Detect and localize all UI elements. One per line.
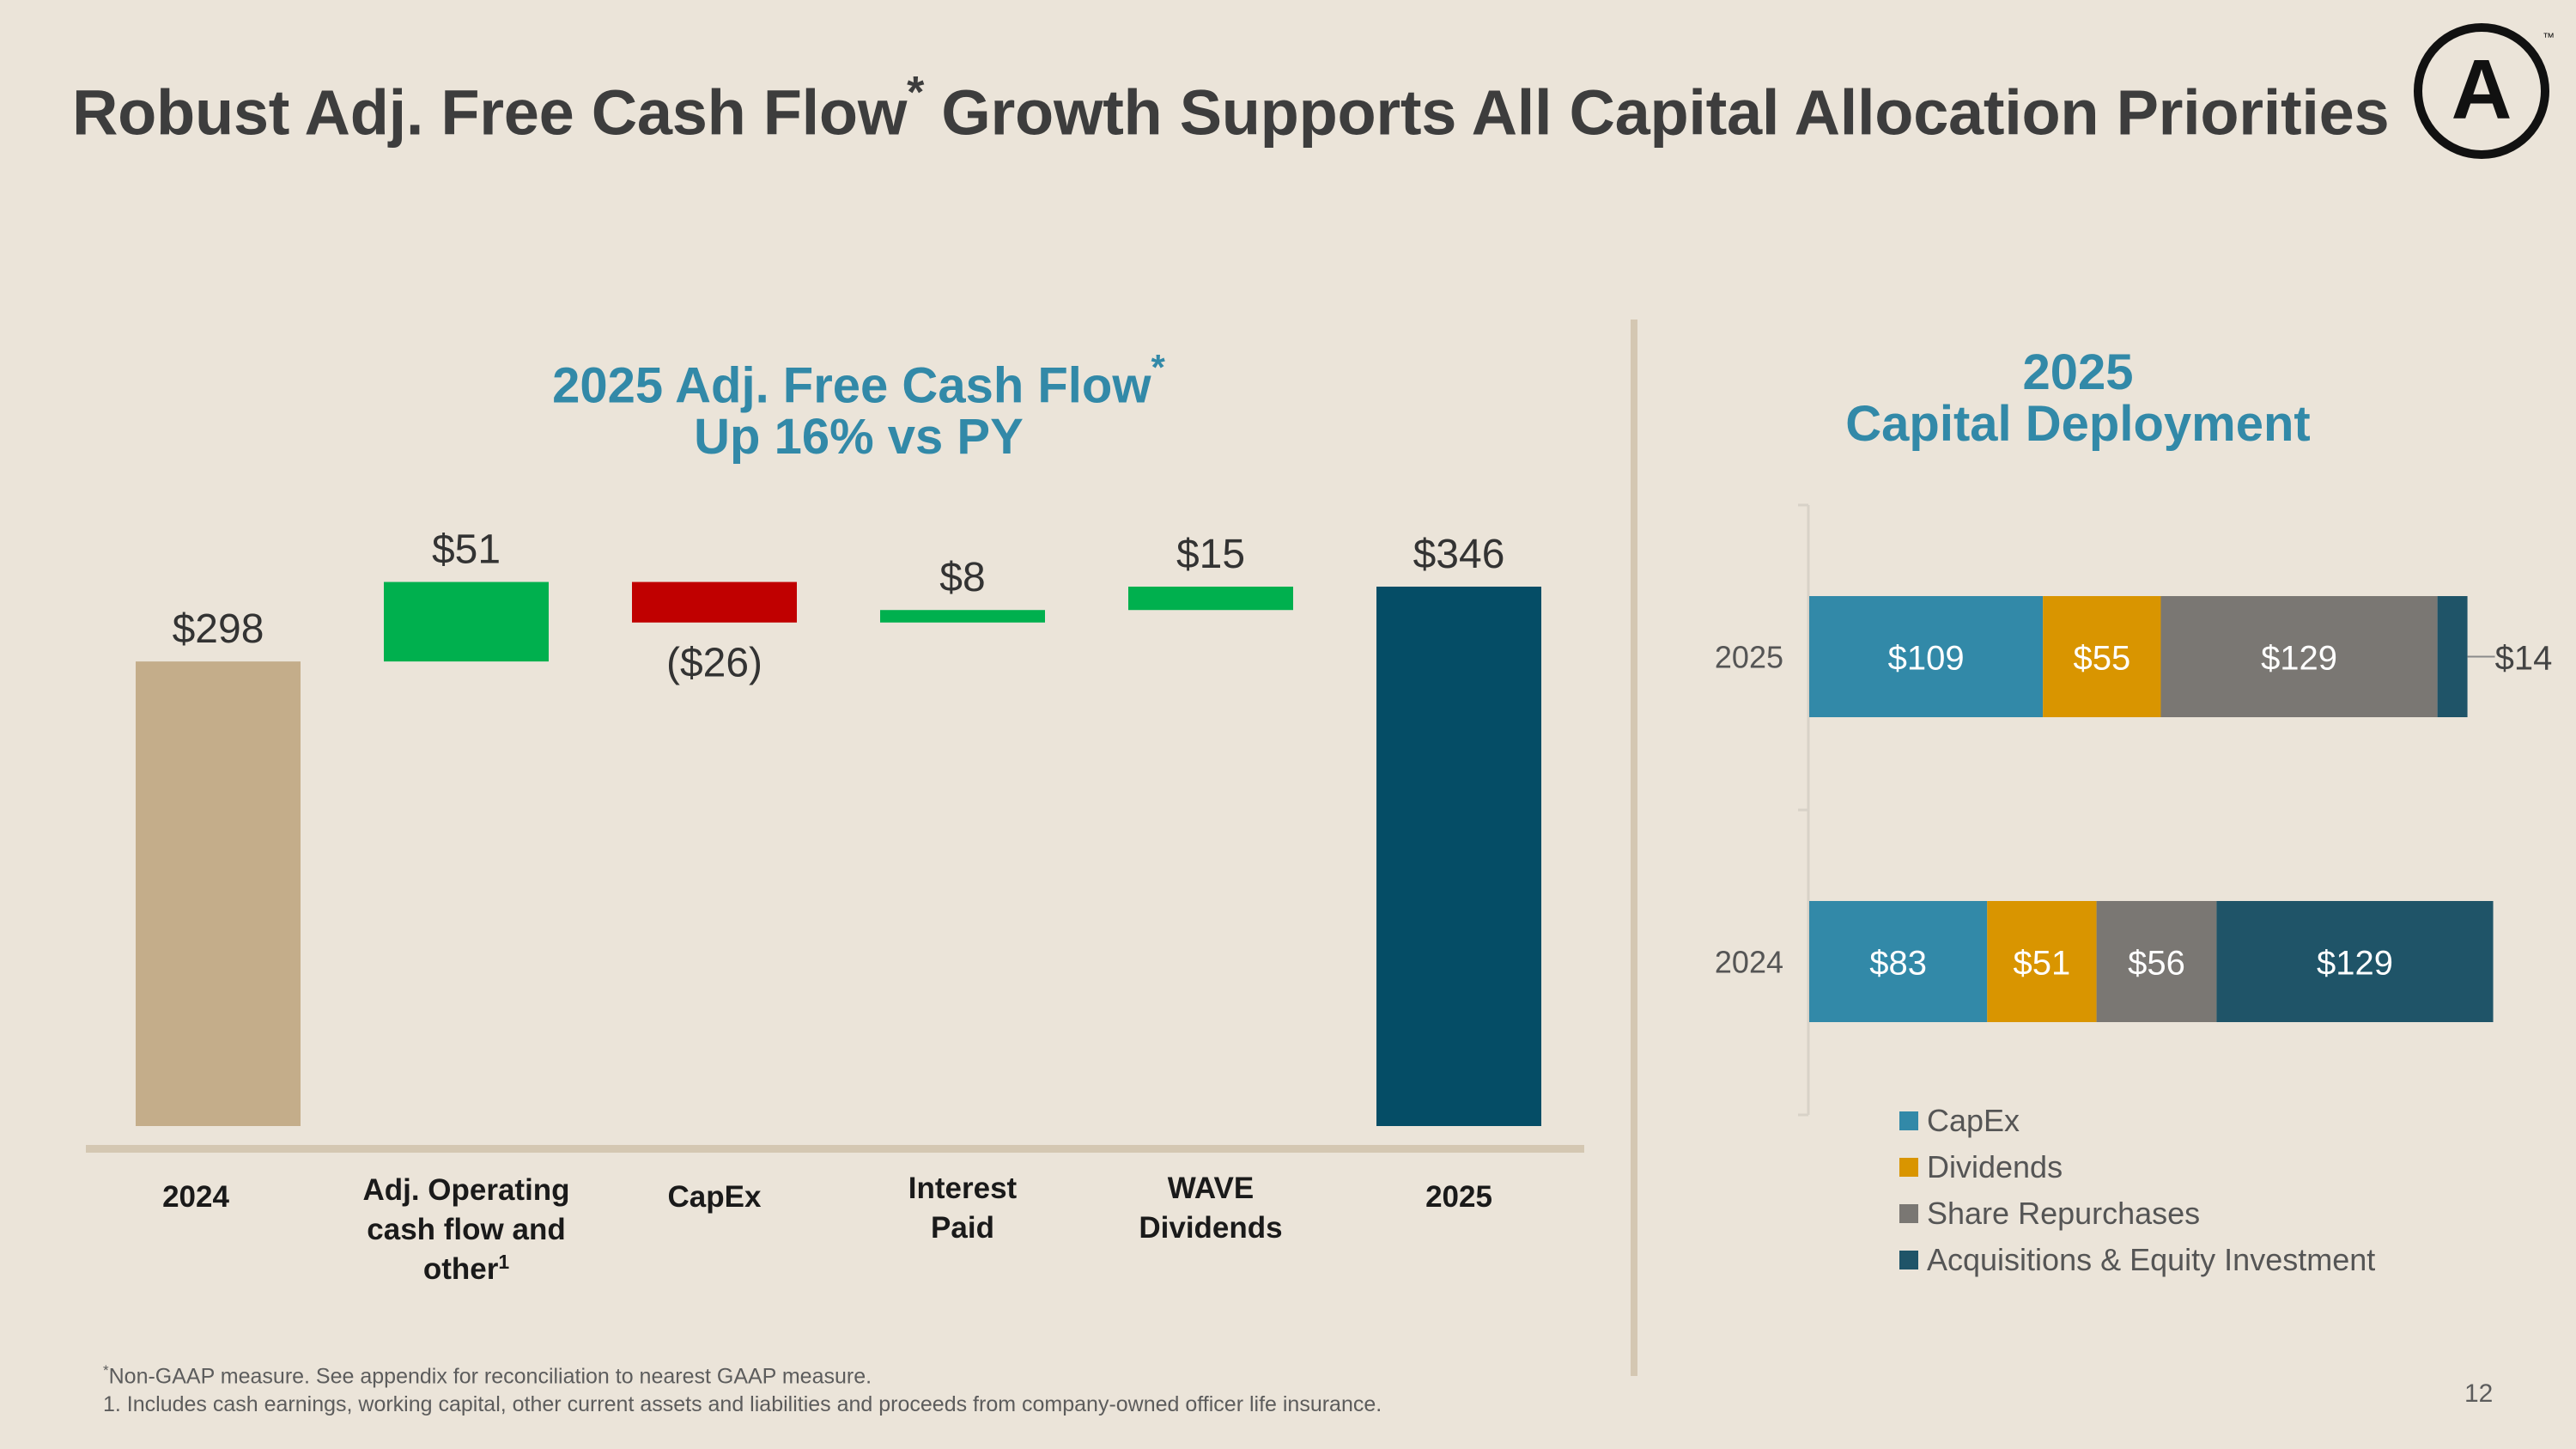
waterfall-title: 2025 Adj. Free Cash Flow* Up 16% vs PY	[86, 347, 1631, 463]
waterfall-title-line2: Up 16% vs PY	[694, 409, 1024, 466]
deployment-value-label-2024-dividends: $51	[2014, 945, 2071, 983]
deployment-segment-2024-acquisitions-equity-investment	[2216, 901, 2494, 1022]
waterfall-bar-interest-paid	[880, 610, 1045, 623]
deployment-segment-2025-acquisitions-equity-investment	[2437, 596, 2468, 717]
legend-swatch-acquisitions-equity-investment	[1899, 1251, 1918, 1269]
deployment-segment-2025-dividends	[2043, 596, 2161, 717]
legend-label-acquisitions-equity-investment: Acquisitions & Equity Investment	[1927, 1242, 2376, 1277]
legend-swatch-capex	[1899, 1111, 1918, 1130]
deployment-value-label-2024-capex: $83	[1869, 945, 1927, 983]
deployment-value-label-2025-acquisitions-equity-investment: $14	[2495, 640, 2553, 678]
legend-swatch-share-repurchases	[1899, 1204, 1918, 1223]
legend-item-share-repurchases: Share Repurchases	[1899, 1190, 2375, 1237]
legend-item-capex: CapEx	[1899, 1098, 2375, 1144]
deployment-segment-2024-capex	[1809, 901, 1988, 1022]
waterfall-bar-wave-dividends	[1128, 587, 1293, 611]
waterfall-category-label-adj-operating-cash-flow: Adj. Operating cash flow and other1	[362, 1173, 569, 1286]
waterfall-value-label-adj-operating-cash-flow: $51	[432, 527, 501, 573]
deployment-title-line2: Capital Deployment	[1845, 396, 2311, 452]
legend-label-capex: CapEx	[1927, 1103, 2020, 1138]
deployment-category-label-2025: 2025	[1715, 640, 1783, 675]
logo-letter: A	[2451, 42, 2512, 137]
deployment-segment-2025-share-repurchases	[2160, 596, 2438, 717]
company-logo-icon: A ™	[2414, 23, 2554, 159]
waterfall-bar-2025	[1376, 587, 1541, 1126]
waterfall-bar-2024	[136, 661, 301, 1126]
deployment-segment-2024-share-repurchases	[2096, 901, 2217, 1022]
deployment-title: 2025 Capital Deployment	[1649, 347, 2507, 450]
capital-deployment-legend: CapEx Dividends Share Repurchases Acquisiti…	[1899, 1098, 2375, 1283]
deployment-value-label-2024-acquisitions-equity-investment: $129	[2317, 945, 2393, 983]
waterfall-category-label-2024: 2024	[162, 1180, 229, 1214]
deployment-segment-2024-dividends	[1987, 901, 2097, 1022]
waterfall-bar-adj-operating-cash-flow	[384, 581, 549, 662]
legend-label-share-repurchases: Share Repurchases	[1927, 1196, 2201, 1231]
deployment-value-label-2025-share-repurchases: $129	[2261, 640, 2337, 678]
waterfall-value-label-2025: $346	[1413, 532, 1505, 577]
waterfall-baseline	[86, 1145, 1584, 1153]
footnote-non-gaap-text: Non-GAAP measure. See appendix for recon…	[108, 1364, 872, 1389]
deployment-value-label-2024-share-repurchases: $56	[2128, 945, 2185, 983]
legend-swatch-dividends	[1899, 1158, 1918, 1177]
waterfall-title-asterisk: *	[1151, 347, 1165, 387]
waterfall-chart: $298 2024 $51 Adj. Operating cash flow and ot…	[86, 527, 1584, 1286]
waterfall-value-label-capex: ($26)	[666, 641, 762, 686]
waterfall-category-label-interest-paid: Interest Paid	[908, 1172, 1018, 1245]
footnote-1: 1. Includes cash earnings, working capit…	[103, 1392, 1382, 1416]
page-number: 12	[2464, 1379, 2494, 1408]
legend-label-dividends: Dividends	[1927, 1149, 2063, 1184]
deployment-category-label-2024: 2024	[1715, 945, 1783, 980]
page-title-rest: Growth Supports All Capital Allocation P…	[924, 76, 2390, 149]
deployment-title-line1: 2025	[2022, 344, 2134, 400]
waterfall-bar-capex	[632, 581, 797, 623]
waterfall-title-line1: 2025 Adj. Free Cash Flow	[552, 357, 1151, 414]
page-title: Robust Adj. Free Cash Flow* Growth Suppo…	[72, 68, 2390, 149]
logo-trademark: ™	[2543, 30, 2554, 44]
page-title-asterisk: *	[907, 68, 925, 118]
deployment-segment-2025-capex	[1809, 596, 2044, 717]
panel-divider	[1631, 320, 1637, 1376]
legend-item-dividends: Dividends	[1899, 1144, 2375, 1190]
waterfall-category-label-wave-dividends: WAVE Dividends	[1139, 1172, 1282, 1245]
waterfall-category-label-2025: 2025	[1425, 1180, 1492, 1214]
capital-deployment-chart: 2025 $109 $55 $129 $14 2024 $83 $51 $56 $129	[1715, 503, 2553, 1117]
footnote-asterisk: *	[103, 1362, 109, 1379]
deployment-value-label-2025-capex: $109	[1888, 640, 1965, 678]
waterfall-value-label-wave-dividends: $15	[1176, 532, 1245, 577]
legend-item-acquisitions-equity-investment: Acquisitions & Equity Investment	[1899, 1237, 2375, 1283]
waterfall-value-label-interest-paid: $8	[939, 555, 985, 600]
waterfall-value-label-2024: $298	[173, 606, 264, 652]
page-title-text: Robust Adj. Free Cash Flow	[72, 76, 908, 149]
deployment-value-label-2025-dividends: $55	[2073, 640, 2130, 678]
footnote-non-gaap: *Non-GAAP measure. See appendix for reco…	[103, 1362, 872, 1389]
waterfall-category-label-capex: CapEx	[668, 1180, 762, 1214]
